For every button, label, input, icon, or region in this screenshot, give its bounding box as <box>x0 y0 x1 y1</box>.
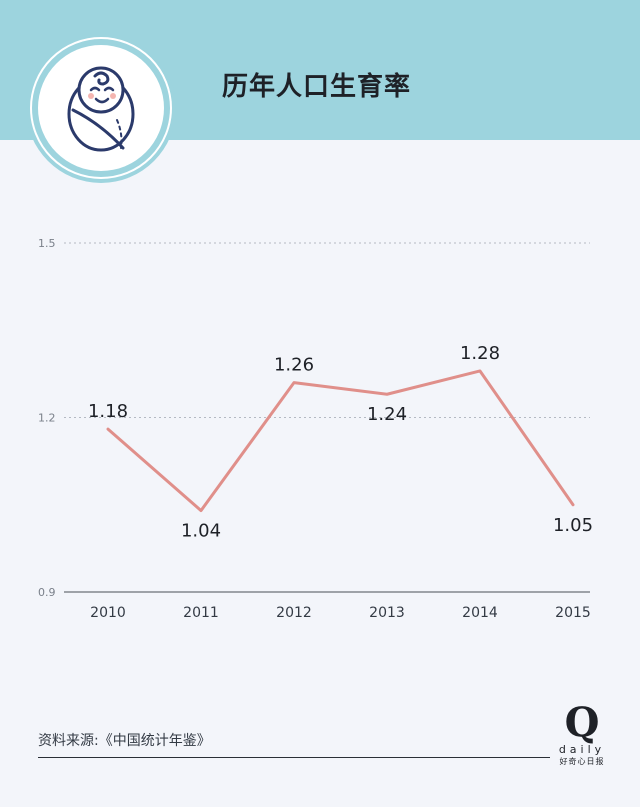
grid-lines <box>64 242 590 593</box>
axis-labels: 1.5 1.2 0.9 2010 2011 2012 2013 2014 2015 <box>38 237 591 621</box>
x-tick-label: 2014 <box>462 605 498 621</box>
data-label: 1.05 <box>553 515 593 536</box>
qdaily-logo: Q daily 好奇心日报 <box>552 703 612 773</box>
x-tick-label: 2015 <box>555 605 591 621</box>
y-tick-label: 1.2 <box>38 412 56 425</box>
series-line-fertility <box>106 369 575 513</box>
logo-word: daily <box>558 743 606 756</box>
baby-icon <box>26 33 176 183</box>
logo-letter: Q <box>564 699 600 746</box>
data-labels: 1.18 1.04 1.26 1.24 1.28 1.05 <box>88 343 593 542</box>
x-tick-label: 2010 <box>90 605 126 621</box>
x-tick-label: 2012 <box>276 605 312 621</box>
data-label: 1.24 <box>367 404 407 425</box>
y-tick-label: 1.5 <box>38 237 56 250</box>
page-title: 历年人口生育率 <box>222 72 412 102</box>
x-tick-label: 2011 <box>183 605 219 621</box>
source-note: 资料来源:《中国统计年鉴》 <box>38 733 211 749</box>
x-tick-label: 2013 <box>369 605 405 621</box>
data-label: 1.28 <box>460 343 500 364</box>
data-label: 1.04 <box>181 521 221 542</box>
logo-cn: 好奇心日报 <box>559 757 605 766</box>
data-label: 1.18 <box>88 401 128 422</box>
footer-divider <box>38 757 550 758</box>
data-label: 1.26 <box>274 355 314 376</box>
y-tick-label: 0.9 <box>38 586 56 599</box>
